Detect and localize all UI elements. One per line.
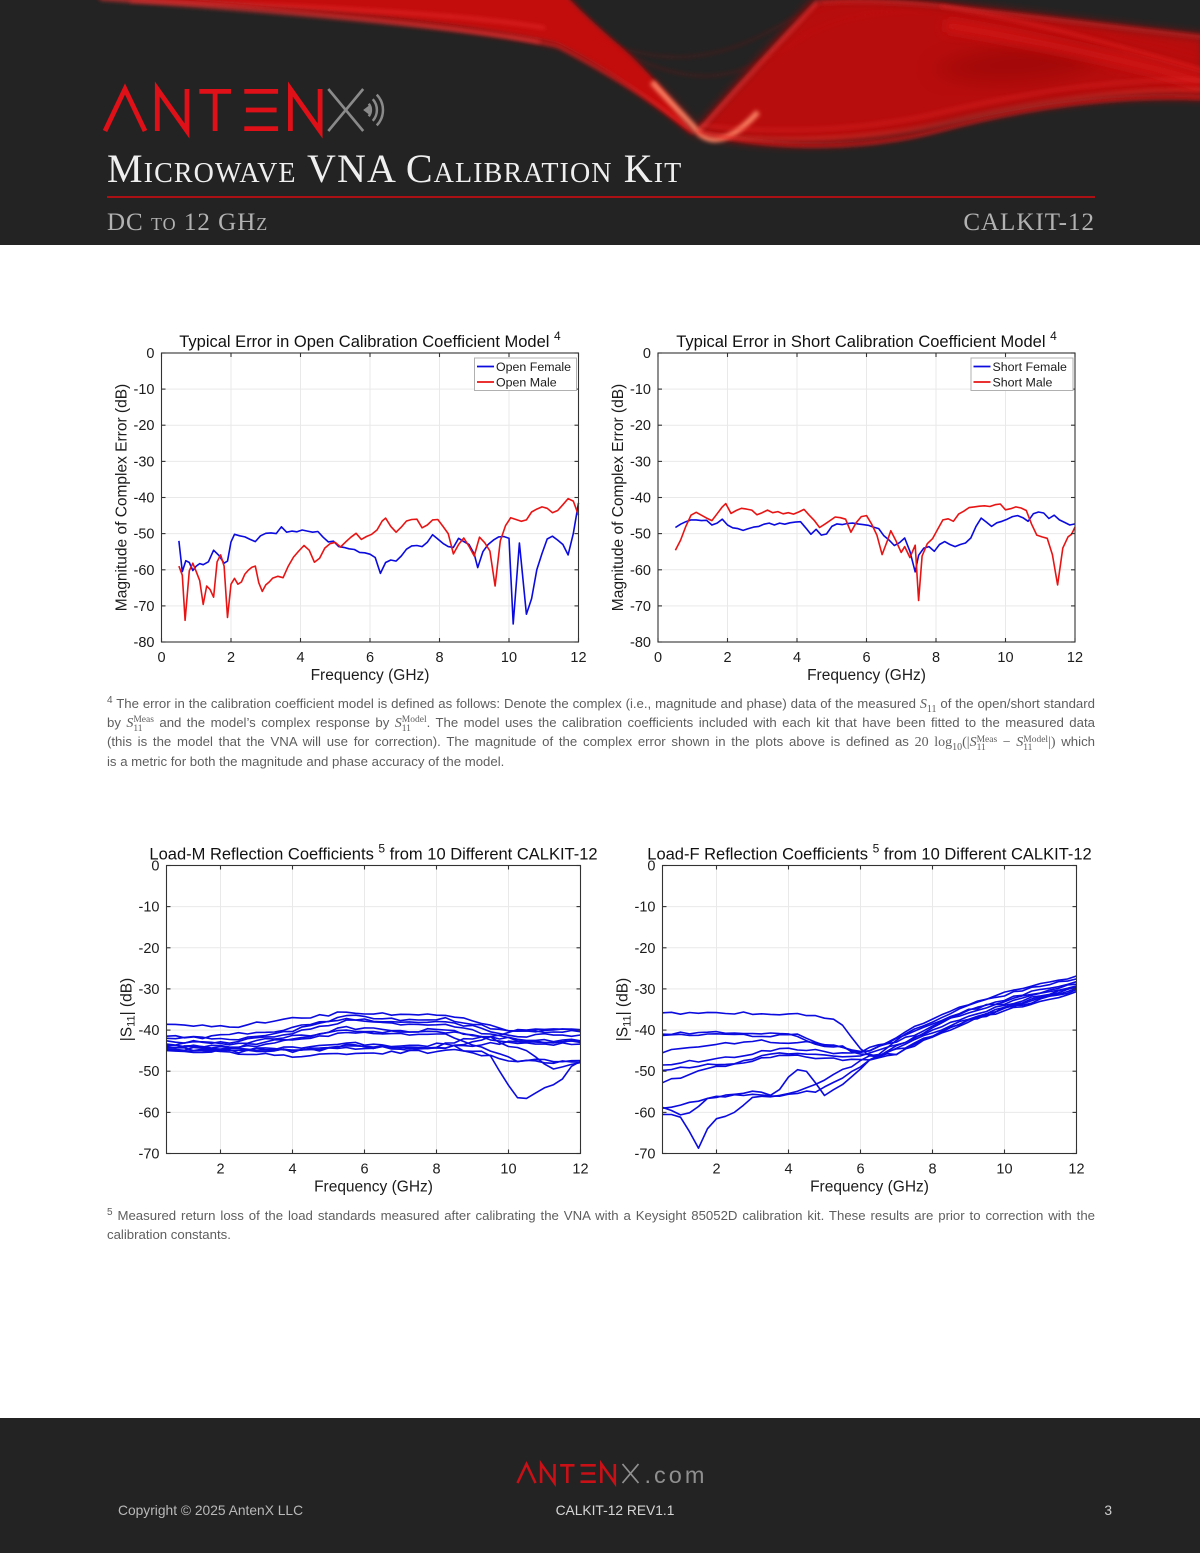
svg-text:2: 2 xyxy=(712,1162,720,1178)
svg-text:10: 10 xyxy=(997,650,1013,666)
svg-text:4: 4 xyxy=(288,1162,296,1178)
svg-text:-60: -60 xyxy=(630,563,651,579)
svg-text:-40: -40 xyxy=(139,1023,160,1039)
svg-text:10: 10 xyxy=(500,1162,516,1178)
svg-text:-30: -30 xyxy=(139,982,160,998)
svg-text:-20: -20 xyxy=(134,418,155,434)
svg-text:0: 0 xyxy=(647,859,655,875)
svg-text:0: 0 xyxy=(151,859,159,875)
svg-text:-20: -20 xyxy=(635,941,656,957)
svg-text:-50: -50 xyxy=(630,527,651,543)
svg-text:Open Female: Open Female xyxy=(496,360,571,374)
svg-text:4: 4 xyxy=(784,1162,792,1178)
svg-text:Typical Error in Open Calibrat: Typical Error in Open Calibration Coeffi… xyxy=(179,329,561,351)
svg-text:-70: -70 xyxy=(134,599,155,615)
svg-text:-40: -40 xyxy=(630,491,651,507)
svg-text:|S11| (dB): |S11| (dB) xyxy=(119,978,138,1041)
svg-text:8: 8 xyxy=(435,650,443,666)
svg-text:Frequency (GHz): Frequency (GHz) xyxy=(810,1179,929,1196)
svg-text:8: 8 xyxy=(928,1162,936,1178)
svg-text:-30: -30 xyxy=(134,454,155,470)
svg-text:-30: -30 xyxy=(635,982,656,998)
svg-text:12: 12 xyxy=(1068,1162,1084,1178)
svg-text:-60: -60 xyxy=(134,563,155,579)
svg-text:-70: -70 xyxy=(635,1147,656,1163)
svg-text:-80: -80 xyxy=(134,635,155,651)
svg-text:Frequency (GHz): Frequency (GHz) xyxy=(807,667,926,684)
svg-text:4: 4 xyxy=(296,650,304,666)
svg-text:-40: -40 xyxy=(635,1023,656,1039)
svg-text:Frequency (GHz): Frequency (GHz) xyxy=(314,1179,433,1196)
svg-text:6: 6 xyxy=(862,650,870,666)
svg-text:-40: -40 xyxy=(134,491,155,507)
svg-text:0: 0 xyxy=(654,650,662,666)
svg-text:Frequency (GHz): Frequency (GHz) xyxy=(311,667,430,684)
svg-text:-80: -80 xyxy=(630,635,651,651)
svg-text:Load-M Reflection Coefficients: Load-M Reflection Coefficients 5​ from 1… xyxy=(149,842,597,864)
svg-text:6: 6 xyxy=(856,1162,864,1178)
svg-text:10: 10 xyxy=(996,1162,1012,1178)
svg-text:10: 10 xyxy=(501,650,517,666)
svg-text:-70: -70 xyxy=(630,599,651,615)
svg-text:-50: -50 xyxy=(635,1064,656,1080)
svg-text:Short Female: Short Female xyxy=(993,360,1067,374)
svg-text:-60: -60 xyxy=(635,1105,656,1121)
svg-text:6: 6 xyxy=(366,650,374,666)
svg-text:-10: -10 xyxy=(139,900,160,916)
svg-text:12: 12 xyxy=(572,1162,588,1178)
svg-text:8: 8 xyxy=(432,1162,440,1178)
svg-text:Typical Error in Short Calibra: Typical Error in Short Calibration Coeff… xyxy=(676,329,1057,351)
svg-text:-10: -10 xyxy=(630,382,651,398)
svg-text:Short Male: Short Male xyxy=(993,376,1053,390)
svg-text:-70: -70 xyxy=(139,1147,160,1163)
svg-text:-50: -50 xyxy=(139,1064,160,1080)
svg-text:.com: .com xyxy=(645,1462,708,1488)
svg-text:12: 12 xyxy=(570,650,586,666)
svg-text:-60: -60 xyxy=(139,1105,160,1121)
svg-text:Magnitude of Complex Error (dB: Magnitude of Complex Error (dB) xyxy=(114,384,131,611)
svg-text:2: 2 xyxy=(723,650,731,666)
svg-text:Magnitude of Complex Error (dB: Magnitude of Complex Error (dB) xyxy=(610,384,627,611)
svg-text:8: 8 xyxy=(932,650,940,666)
svg-text:|S11| (dB): |S11| (dB) xyxy=(615,978,634,1041)
svg-text:-30: -30 xyxy=(630,454,651,470)
svg-text:2: 2 xyxy=(227,650,235,666)
svg-text:-20: -20 xyxy=(630,418,651,434)
svg-text:0: 0 xyxy=(157,650,165,666)
svg-text:4: 4 xyxy=(793,650,801,666)
svg-text:-50: -50 xyxy=(134,527,155,543)
svg-text:12: 12 xyxy=(1067,650,1083,666)
svg-text:Load-F Reflection Coefficients: Load-F Reflection Coefficients 5​ from 1… xyxy=(647,842,1091,864)
svg-text:6: 6 xyxy=(360,1162,368,1178)
svg-text:-10: -10 xyxy=(635,900,656,916)
svg-text:-20: -20 xyxy=(139,941,160,957)
svg-text:Open Male: Open Male xyxy=(496,376,557,390)
svg-text:0: 0 xyxy=(643,346,651,362)
svg-text:2: 2 xyxy=(216,1162,224,1178)
svg-text:-10: -10 xyxy=(134,382,155,398)
svg-text:0: 0 xyxy=(146,346,154,362)
